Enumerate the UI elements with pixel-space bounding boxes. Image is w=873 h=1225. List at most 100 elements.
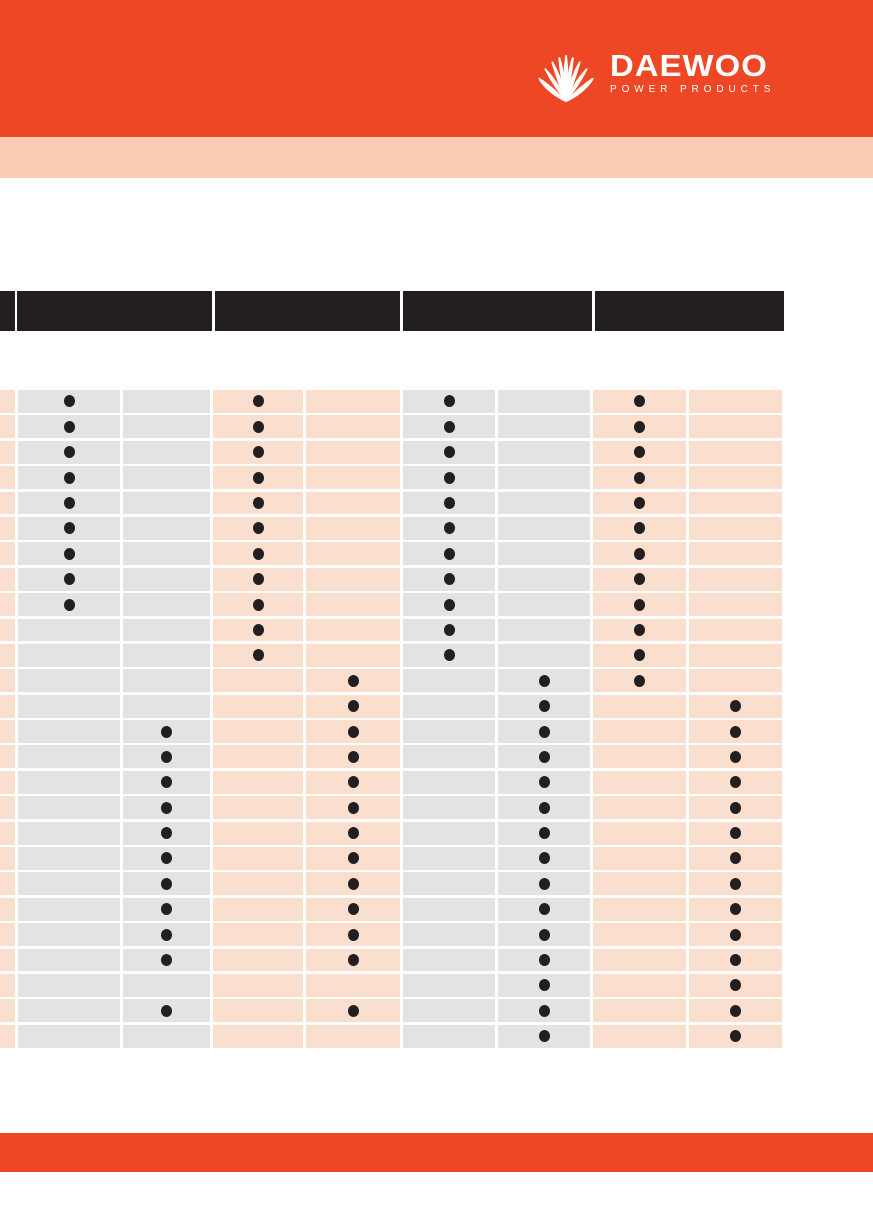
row-label-cell bbox=[0, 390, 15, 413]
dot-marker bbox=[347, 750, 359, 763]
table-cell bbox=[123, 440, 210, 464]
table-cell bbox=[306, 973, 400, 997]
table-cell bbox=[213, 821, 303, 845]
row-label-cell bbox=[0, 618, 15, 642]
table-row bbox=[0, 491, 782, 515]
table-cell bbox=[18, 669, 120, 693]
dot-marker bbox=[634, 522, 645, 535]
table-cell bbox=[498, 897, 590, 921]
table-cell bbox=[123, 1024, 210, 1048]
table-cell bbox=[18, 897, 120, 921]
row-label-cell bbox=[0, 847, 15, 870]
table-cell bbox=[689, 516, 782, 540]
table-cell bbox=[498, 491, 590, 515]
table-cell bbox=[689, 720, 782, 743]
dot-marker bbox=[634, 623, 645, 636]
table-cell bbox=[123, 567, 210, 591]
dot-marker bbox=[538, 852, 550, 865]
table-cell bbox=[18, 948, 120, 972]
dot-marker bbox=[347, 827, 359, 840]
table-cell bbox=[689, 694, 782, 718]
dot-marker bbox=[347, 700, 359, 713]
dot-marker bbox=[443, 623, 455, 636]
dot-marker bbox=[730, 1004, 741, 1017]
table-cell bbox=[689, 948, 782, 972]
table-header-group bbox=[595, 291, 784, 331]
table-cell bbox=[306, 390, 400, 413]
table-cell bbox=[689, 669, 782, 693]
table-cell bbox=[213, 694, 303, 718]
table-row bbox=[0, 821, 782, 845]
table-cell bbox=[306, 542, 400, 566]
table-cell bbox=[689, 821, 782, 845]
table-cell bbox=[593, 745, 686, 769]
table-cell bbox=[593, 821, 686, 845]
brand-name: DAEWOO bbox=[610, 48, 768, 83]
table-cell bbox=[689, 897, 782, 921]
table-cell bbox=[123, 643, 210, 667]
row-label-cell bbox=[0, 999, 15, 1023]
table-cell bbox=[689, 1024, 782, 1048]
table-row bbox=[0, 847, 782, 870]
table-cell bbox=[213, 618, 303, 642]
dot-marker bbox=[347, 852, 359, 865]
table-cell bbox=[593, 542, 686, 566]
table-cell bbox=[306, 694, 400, 718]
table-cell bbox=[213, 491, 303, 515]
table-cell bbox=[593, 440, 686, 464]
table-cell bbox=[403, 390, 495, 413]
table-cell bbox=[123, 542, 210, 566]
dot-marker bbox=[634, 598, 645, 611]
table-row bbox=[0, 770, 782, 794]
dot-marker bbox=[252, 522, 264, 535]
table-cell bbox=[689, 466, 782, 490]
dot-marker bbox=[63, 446, 75, 459]
table-cell bbox=[123, 770, 210, 794]
table-row bbox=[0, 593, 782, 617]
dot-marker bbox=[538, 928, 550, 941]
row-label-cell bbox=[0, 440, 15, 464]
table-cell bbox=[593, 669, 686, 693]
dot-marker bbox=[538, 1004, 550, 1017]
table-cell bbox=[498, 923, 590, 947]
dot-marker bbox=[252, 547, 264, 560]
table-cell bbox=[689, 440, 782, 464]
table-cell bbox=[18, 466, 120, 490]
dot-marker bbox=[730, 750, 741, 763]
table-cell bbox=[689, 745, 782, 769]
table-cell bbox=[403, 999, 495, 1023]
row-label-cell bbox=[0, 415, 15, 439]
table-cell bbox=[498, 516, 590, 540]
dot-marker bbox=[347, 776, 359, 789]
table-cell bbox=[18, 390, 120, 413]
table-cell bbox=[498, 466, 590, 490]
table-cell bbox=[498, 415, 590, 439]
dot-marker bbox=[538, 776, 550, 789]
table-row bbox=[0, 948, 782, 972]
table-cell bbox=[403, 567, 495, 591]
table-cell bbox=[123, 694, 210, 718]
table-cell bbox=[213, 720, 303, 743]
table-cell bbox=[498, 821, 590, 845]
brand-tagline: POWER PRODUCTS bbox=[610, 84, 776, 95]
table-cell bbox=[306, 593, 400, 617]
dot-marker bbox=[443, 649, 455, 662]
dot-marker bbox=[730, 852, 741, 865]
table-cell bbox=[306, 440, 400, 464]
table-cell bbox=[403, 516, 495, 540]
table-cell bbox=[593, 618, 686, 642]
table-cell bbox=[306, 491, 400, 515]
row-label-cell bbox=[0, 1024, 15, 1048]
table-row bbox=[0, 567, 782, 591]
dot-marker bbox=[63, 420, 75, 433]
row-label-cell bbox=[0, 466, 15, 490]
table-cell bbox=[18, 923, 120, 947]
table-cell bbox=[593, 390, 686, 413]
table-row bbox=[0, 542, 782, 566]
row-label-cell bbox=[0, 542, 15, 566]
dot-marker bbox=[161, 776, 172, 789]
dot-marker bbox=[538, 877, 550, 890]
table-cell bbox=[123, 999, 210, 1023]
table-cell bbox=[18, 872, 120, 896]
table-header-group bbox=[17, 291, 212, 331]
